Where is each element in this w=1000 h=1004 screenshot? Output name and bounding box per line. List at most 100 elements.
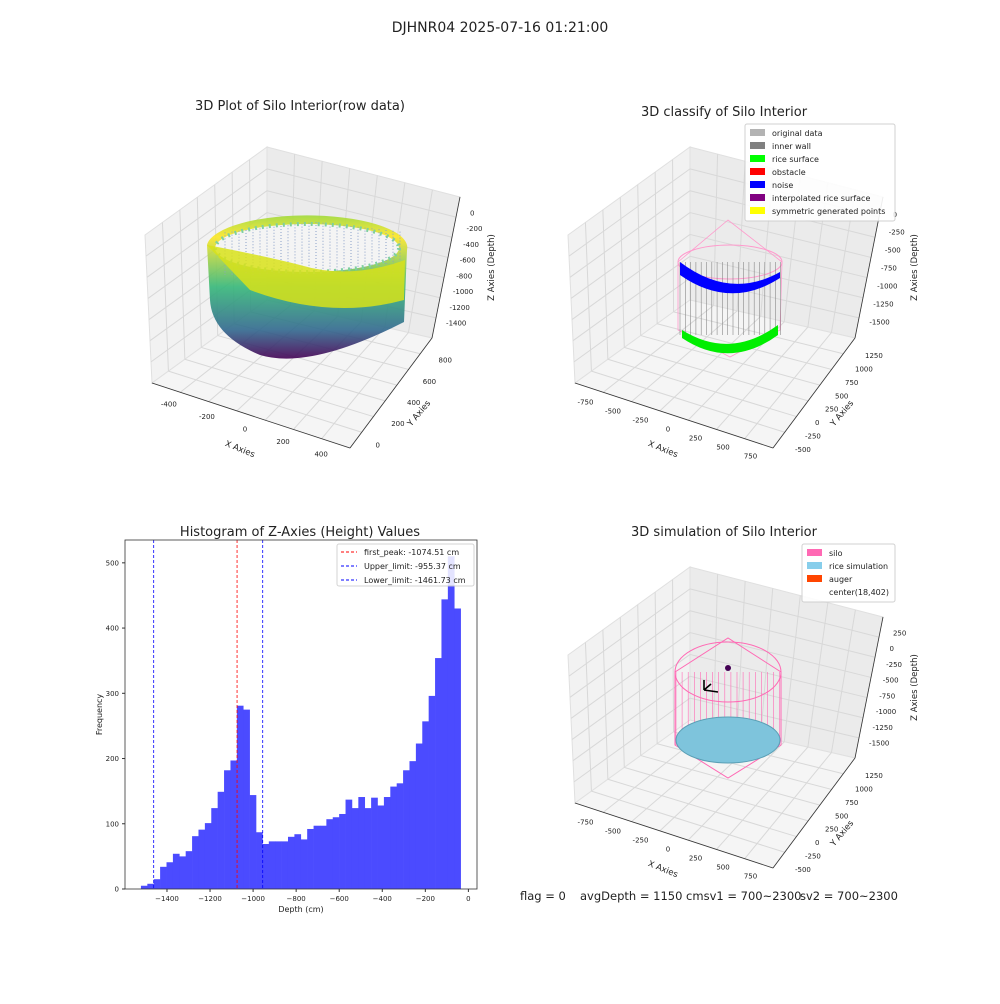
y-tick-label: 800 xyxy=(439,357,452,365)
y-axis-line xyxy=(772,757,856,869)
z-axis-line xyxy=(431,196,461,339)
histogram-bar xyxy=(230,760,238,889)
gridline xyxy=(584,642,592,792)
histogram-bar xyxy=(147,883,155,889)
gridline xyxy=(807,602,829,748)
x-tick-label: 750 xyxy=(744,453,757,461)
x-tick-label: 0 xyxy=(243,426,247,434)
gridline xyxy=(179,209,186,360)
x-axis-label: X Axies xyxy=(646,859,679,880)
histogram-bar xyxy=(409,761,417,889)
z-axis-line xyxy=(854,616,884,759)
gridline xyxy=(571,234,691,320)
noise-points xyxy=(680,262,780,294)
gridline xyxy=(654,592,658,744)
plot4-title: 3D simulation of Silo Interior xyxy=(631,525,818,540)
center-marker xyxy=(725,665,731,671)
x-tick-label: −1200 xyxy=(198,895,222,903)
gridline xyxy=(266,168,457,218)
legend-swatch xyxy=(750,142,765,149)
y-tick-label: -250 xyxy=(805,433,821,441)
legend-swatch xyxy=(750,181,765,188)
silo-body xyxy=(674,672,782,779)
legend-label: inner wall xyxy=(772,142,811,151)
y-tick-label: 1250 xyxy=(865,352,883,360)
gridline xyxy=(624,346,809,402)
histogram-bar xyxy=(287,836,295,889)
legend-swatch xyxy=(807,575,822,582)
legend-box xyxy=(801,543,896,603)
legend-swatch xyxy=(750,194,765,201)
x-tick-label: 250 xyxy=(689,855,702,863)
z-tick-label: -600 xyxy=(460,257,476,265)
z-axis-label: Z Axies (Depth) xyxy=(910,234,920,301)
gridline xyxy=(689,588,880,638)
histogram-bar xyxy=(140,885,148,889)
gridline xyxy=(569,190,691,278)
gridline xyxy=(568,588,691,677)
gridline xyxy=(716,326,809,430)
z-tick-label: -1400 xyxy=(446,320,466,328)
status-flag: flag = 0 xyxy=(520,889,566,903)
histogram-bar xyxy=(371,797,378,889)
gridline xyxy=(168,370,362,433)
z-tick-label: -250 xyxy=(889,229,905,237)
plot-frame xyxy=(124,539,478,890)
histogram-bar xyxy=(224,770,231,889)
legend-label: rice simulation xyxy=(829,562,888,571)
yellow-front-wall xyxy=(207,245,405,308)
gridline xyxy=(640,335,820,386)
legend-label: obstacle xyxy=(772,168,806,177)
histogram-bar xyxy=(160,866,167,889)
legend-label: auger xyxy=(829,575,853,584)
plot1-axes: -400 -200 0 200 400 0 200 400 600 800 0 -200 -400 -60… xyxy=(144,146,497,460)
plot4-axes: -750 -500 -250 0 250 500 750 -500 -250 0 250 500 750… xyxy=(567,543,920,881)
histogram-bar xyxy=(281,841,289,889)
gridline xyxy=(607,358,797,418)
gridline xyxy=(602,629,609,780)
histogram-bar xyxy=(454,608,461,889)
gridline xyxy=(736,581,746,731)
histogram-bar xyxy=(358,797,366,889)
y-tick-label: 400 xyxy=(106,625,119,633)
histogram-bar xyxy=(204,823,212,889)
histogram-bar xyxy=(313,825,321,889)
histogram-bar xyxy=(275,841,282,889)
y-tick-label: -500 xyxy=(795,866,811,874)
histogram-bar xyxy=(166,862,174,889)
gridline xyxy=(201,346,386,402)
silo-wireframe xyxy=(677,219,783,358)
x-tick-label: −800 xyxy=(287,895,306,903)
x-tick-label: -200 xyxy=(199,413,215,421)
legend-label: rice surface xyxy=(772,155,819,164)
legend-label: Lower_limit: -1461.73 cm xyxy=(364,576,466,585)
z-axis-label: Z Axies (Depth) xyxy=(910,654,920,721)
gridline xyxy=(570,212,691,299)
status-avg-depth: avgDepth = 1150 cmsv1 = 700~2300 xyxy=(580,889,802,903)
legend-label: symmetric generated points xyxy=(772,207,885,216)
gridline xyxy=(161,222,169,372)
gridline xyxy=(619,617,625,768)
histogram-bar xyxy=(415,743,423,889)
x-axis-label: X Axies xyxy=(223,439,256,460)
gridline xyxy=(783,595,801,742)
histogram-axes: −1400 −1200 −1000 −800 −600 −400 −200 0 0 100 200 3… xyxy=(95,539,478,914)
z-tick-label: -1250 xyxy=(873,300,893,308)
y-tick-label: -500 xyxy=(795,446,811,454)
x-tick-label: 400 xyxy=(314,451,327,459)
z-tick-label: -250 xyxy=(886,661,902,669)
y-axis-label: Frequency xyxy=(95,694,104,736)
gridline xyxy=(196,197,202,348)
histogram-bar xyxy=(390,786,397,889)
legend-label: interpolated rice surface xyxy=(772,194,870,203)
histogram-bar xyxy=(345,799,353,889)
x-tick-label: 500 xyxy=(716,864,729,872)
gridline xyxy=(659,315,762,412)
silo-roof xyxy=(674,637,782,673)
histogram-bar xyxy=(198,829,206,889)
gridline xyxy=(570,632,691,719)
gridline xyxy=(654,172,658,324)
gridline xyxy=(607,778,797,838)
x-tick-label: 0 xyxy=(466,895,470,903)
